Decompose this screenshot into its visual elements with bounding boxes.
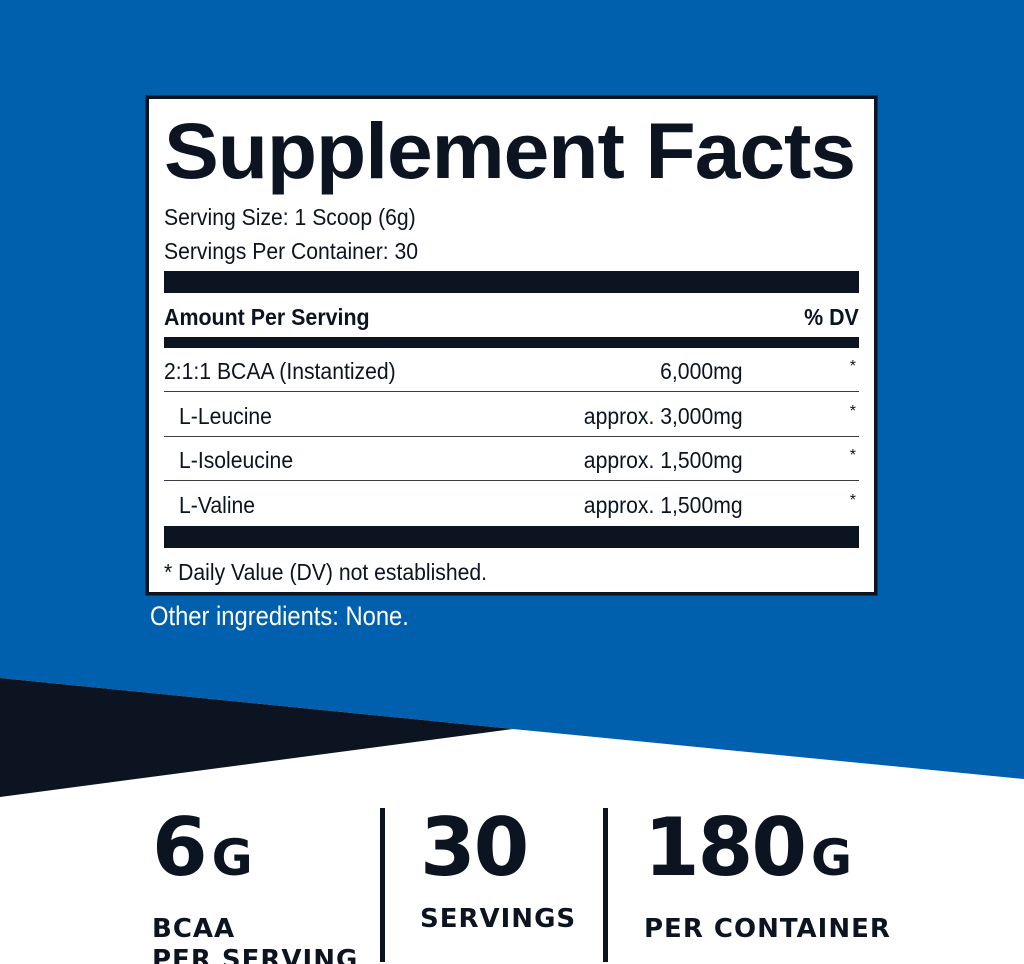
stat-caption-line: SERVINGS: [420, 904, 577, 934]
stat-unit: G: [811, 829, 853, 887]
stat-caption-line: PER SERVING: [152, 945, 359, 964]
navy-wedge: [0, 678, 513, 797]
table-row: L-Leucine approx. 3,000mg *: [164, 393, 859, 437]
table-header: Amount Per Serving % DV: [164, 303, 859, 331]
stat-number: 6: [152, 801, 208, 894]
dv-footnote: * Daily Value (DV) not established.: [164, 559, 488, 585]
serving-size: Serving Size: 1 Scoop (6g): [164, 204, 416, 230]
stat-caption: SERVINGS: [420, 904, 576, 935]
ingredient-dv: *: [849, 447, 856, 464]
ingredient-name: L-Valine: [179, 492, 256, 518]
ingredient-dv: *: [849, 358, 856, 375]
ingredient-amount: 6,000mg: [660, 358, 743, 384]
stat-caption: BCAA PER SERVING: [152, 914, 358, 964]
amount-per-serving-header: Amount Per Serving: [164, 304, 370, 330]
percent-dv-header: % DV: [804, 304, 859, 330]
stat-unit: G: [211, 829, 253, 887]
ingredient-dv: *: [849, 492, 856, 509]
other-ingredients: Other ingredients: None.: [150, 601, 409, 631]
stat-number: 180: [644, 801, 807, 894]
stat-value: 30: [420, 806, 576, 890]
servings-per-container: Servings Per Container: 30: [164, 238, 419, 264]
ingredient-dv: *: [849, 403, 856, 420]
table-row: L-Isoleucine approx. 1,500mg *: [164, 437, 859, 481]
ingredient-name: 2:1:1 BCAA (Instantized): [164, 358, 396, 384]
stat-value: 180 G: [644, 806, 891, 900]
stat-servings: 30 SERVINGS: [420, 806, 576, 935]
supplement-facts-panel: Supplement Facts Serving Size: 1 Scoop (…: [146, 96, 877, 595]
ingredient-amount: approx. 3,000mg: [584, 403, 743, 429]
stat-number: 30: [420, 801, 529, 894]
table-row: L-Valine approx. 1,500mg *: [164, 482, 859, 526]
thick-divider-top: [164, 271, 859, 293]
ingredient-amount: approx. 1,500mg: [584, 447, 743, 473]
stat-per-container: 180 G PER CONTAINER: [644, 806, 891, 945]
stat-caption-line: BCAA: [152, 914, 236, 944]
table-row: 2:1:1 BCAA (Instantized) 6,000mg *: [164, 348, 859, 392]
stat-divider: [603, 808, 608, 962]
stat-caption: PER CONTAINER: [644, 914, 891, 945]
stat-caption-line: PER CONTAINER: [644, 914, 891, 944]
ingredient-name: L-Isoleucine: [179, 447, 294, 473]
medium-divider: [164, 337, 859, 348]
stat-divider: [380, 808, 385, 962]
thick-divider-bottom: [164, 526, 859, 548]
ingredient-amount: approx. 1,500mg: [584, 492, 743, 518]
ingredient-name: L-Leucine: [179, 403, 272, 429]
supplement-facts-title: Supplement Facts: [164, 106, 856, 195]
